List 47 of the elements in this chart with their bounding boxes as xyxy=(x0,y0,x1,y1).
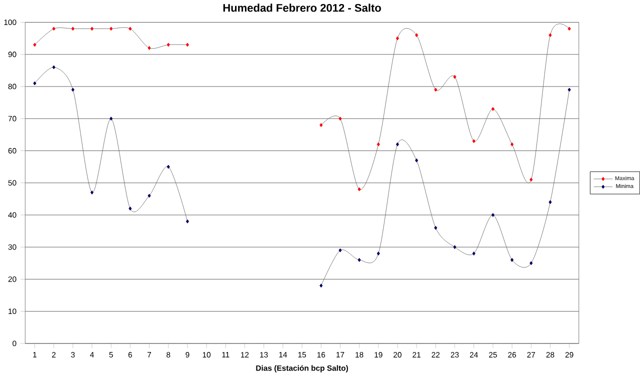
point xyxy=(491,107,494,111)
point xyxy=(71,26,74,31)
point xyxy=(186,42,190,47)
point xyxy=(52,65,56,70)
point xyxy=(434,88,438,92)
point xyxy=(148,194,151,198)
point xyxy=(568,26,571,31)
point xyxy=(90,26,94,31)
point xyxy=(186,219,190,224)
chart-title: Humedad Febrero 2012 - Salto xyxy=(223,4,381,12)
point xyxy=(33,42,36,47)
point xyxy=(472,252,476,256)
point xyxy=(338,116,342,121)
point xyxy=(128,206,132,211)
point xyxy=(148,46,151,50)
point xyxy=(90,190,94,194)
point xyxy=(166,42,170,47)
point xyxy=(453,245,456,250)
point xyxy=(510,258,514,262)
point xyxy=(548,33,552,38)
point xyxy=(33,81,36,86)
point xyxy=(548,200,552,204)
point xyxy=(358,187,361,192)
point xyxy=(110,116,113,121)
point xyxy=(52,26,56,31)
point xyxy=(510,142,514,146)
point xyxy=(568,88,571,92)
point xyxy=(415,158,418,162)
point xyxy=(376,252,380,256)
point xyxy=(71,88,74,92)
point xyxy=(358,258,361,262)
point xyxy=(453,74,456,79)
point xyxy=(320,284,323,288)
point xyxy=(472,139,476,144)
point xyxy=(530,178,533,182)
point xyxy=(376,142,380,146)
point xyxy=(530,261,533,266)
point xyxy=(128,26,132,31)
point xyxy=(396,142,400,146)
point xyxy=(396,36,400,40)
point xyxy=(110,26,113,31)
point xyxy=(320,123,323,128)
point xyxy=(491,212,494,217)
point xyxy=(415,33,418,38)
point xyxy=(434,226,438,230)
point xyxy=(338,248,342,252)
point xyxy=(166,164,170,169)
